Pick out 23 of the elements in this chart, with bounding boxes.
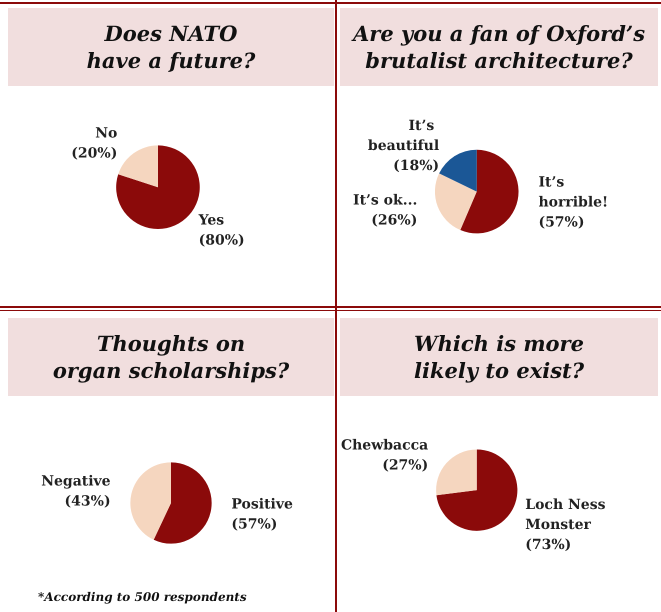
- data-label: (73%): [525, 536, 572, 553]
- data-label: (26%): [371, 212, 418, 228]
- slice-label: It’s ok...: [353, 192, 418, 208]
- data-label: (18%): [393, 158, 440, 174]
- data-label: (57%): [538, 214, 584, 230]
- chart-title: Which is more likely to exist?: [340, 318, 658, 396]
- slice-label: Yes: [198, 212, 224, 229]
- slice-label: Chewbacca: [340, 437, 428, 454]
- slice-label: Positive: [231, 496, 293, 512]
- text: *According to 500 respondents: [38, 590, 247, 604]
- data-label: (43%): [64, 494, 111, 510]
- slice-label: No: [95, 126, 118, 142]
- slice-label: Loch Ness Monster: [525, 496, 610, 533]
- chart-title: Are you a fan of Oxford’s brutalist architecture?: [340, 8, 658, 86]
- chart-title: Thoughts on organ scholarships?: [8, 318, 334, 396]
- chart-title: Does NATO have a future?: [8, 8, 334, 86]
- data-label: (80%): [198, 232, 245, 249]
- slice-label: It’s horrible!: [538, 174, 608, 210]
- slice-label: Negative: [41, 474, 111, 490]
- slice-label: It’s beautiful: [368, 118, 440, 154]
- data-label: (20%): [71, 146, 118, 162]
- data-label: (57%): [231, 516, 278, 532]
- data-label: (27%): [382, 457, 428, 474]
